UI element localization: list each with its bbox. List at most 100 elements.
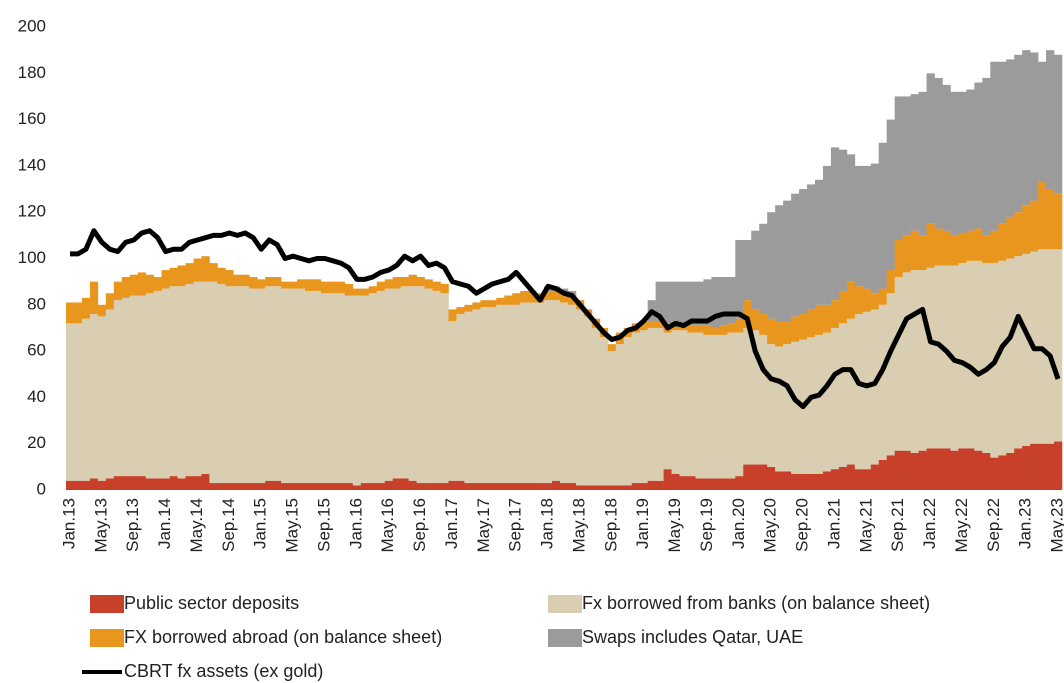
bar-segment xyxy=(408,274,417,287)
bar-segment xyxy=(185,263,194,284)
bar-segment xyxy=(193,476,202,490)
bar-segment xyxy=(719,478,728,490)
bar-segment xyxy=(918,270,927,451)
bar-segment xyxy=(400,478,409,490)
bar-segment xyxy=(169,476,178,490)
bar-segment xyxy=(281,288,290,484)
bar-segment xyxy=(273,480,282,490)
bar-segment xyxy=(998,260,1007,456)
x-tick-label: Jan.22 xyxy=(920,498,939,549)
bar-segment xyxy=(153,478,162,490)
bar-segment xyxy=(472,483,481,490)
bar-segment xyxy=(870,293,880,310)
bar-segment xyxy=(870,464,880,490)
bar-segment xyxy=(448,309,457,322)
legend-label: Swaps includes Qatar, UAE xyxy=(582,627,803,647)
x-tick-label: Jan.13 xyxy=(59,498,78,549)
bar-segment xyxy=(73,480,83,490)
x-tick-label: Sep.14 xyxy=(219,498,238,552)
bar-segment xyxy=(145,293,154,479)
bar-segment xyxy=(273,286,282,481)
bar-segment xyxy=(344,483,354,490)
bar-segment xyxy=(137,476,146,490)
bar-segment xyxy=(958,448,967,490)
bar-segment xyxy=(528,302,537,484)
bar-segment xyxy=(313,290,322,484)
x-tick-label: Jan.15 xyxy=(251,498,270,549)
bar-segment xyxy=(607,485,617,490)
bar-segment xyxy=(966,230,975,261)
legend-swatch xyxy=(548,595,582,613)
bar-segment xyxy=(1006,216,1015,259)
bar-segment xyxy=(1014,212,1023,257)
bar-segment xyxy=(233,286,242,484)
bar-segment xyxy=(910,230,919,271)
bar-segment xyxy=(822,471,832,490)
bar-segment xyxy=(926,73,935,224)
y-tick-label: 100 xyxy=(18,248,46,267)
bar-segment xyxy=(910,94,919,231)
bar-segment xyxy=(1014,448,1023,490)
bar-segment xyxy=(767,466,776,490)
bar-segment xyxy=(408,480,417,490)
y-tick-label: 40 xyxy=(27,387,46,406)
bar-segment xyxy=(942,265,951,449)
bar-segment xyxy=(799,189,808,315)
bar-segment xyxy=(408,286,417,481)
bar-segment xyxy=(193,258,202,282)
bar-segment xyxy=(822,332,832,472)
bar-segment xyxy=(496,483,505,490)
bar-segment xyxy=(560,293,569,303)
bar-segment xyxy=(97,304,107,317)
bar-segment xyxy=(97,316,107,481)
bar-segment xyxy=(926,223,935,268)
bar-segment xyxy=(265,480,274,490)
bar-segment xyxy=(440,483,449,490)
bar-segment xyxy=(759,334,768,465)
bar-segment xyxy=(647,480,656,490)
bar-segment xyxy=(934,265,943,449)
bar-segment xyxy=(799,314,808,340)
x-tick-label: Sep.18 xyxy=(601,498,620,552)
bar-segment xyxy=(273,277,282,287)
bar-segment xyxy=(942,448,951,490)
bar-segment xyxy=(607,344,617,352)
bar-segment xyxy=(735,318,744,333)
bar-segment xyxy=(1006,258,1015,453)
bar-segment xyxy=(201,281,210,474)
bar-segment xyxy=(560,302,569,484)
x-tick-label: May.18 xyxy=(569,498,588,553)
bar-segment xyxy=(886,455,895,490)
bar-segment xyxy=(751,464,760,490)
bar-segment xyxy=(448,321,457,481)
bar-segment xyxy=(89,314,99,479)
bar-segment xyxy=(297,483,306,490)
bar-segment xyxy=(990,457,999,490)
bar-segment xyxy=(528,483,537,490)
bar-segment xyxy=(886,119,895,271)
bar-segment xyxy=(759,464,768,490)
x-tick-label: Jan.14 xyxy=(155,498,174,549)
bar-segment xyxy=(719,325,728,335)
bar-segment xyxy=(814,304,824,335)
bar-segment xyxy=(225,286,234,484)
x-tick-label: Sep.13 xyxy=(123,498,142,552)
bar-segment xyxy=(257,288,266,484)
bar-segment xyxy=(89,478,99,490)
bar-segment xyxy=(464,311,473,484)
y-tick-label: 140 xyxy=(18,155,46,174)
bar-segment xyxy=(480,483,489,490)
bar-segment xyxy=(536,302,545,484)
bar-segment xyxy=(1038,61,1047,183)
bar-segment xyxy=(791,316,800,342)
bar-segment xyxy=(544,300,553,484)
bar-segment xyxy=(352,485,362,490)
y-tick-label: 0 xyxy=(37,479,46,498)
x-tick-label: May.17 xyxy=(474,498,493,553)
bar-segment xyxy=(918,235,927,271)
bar-segment xyxy=(894,450,903,490)
bar-segment xyxy=(416,277,425,287)
bar-segment xyxy=(878,142,888,289)
bar-segment xyxy=(384,480,393,490)
